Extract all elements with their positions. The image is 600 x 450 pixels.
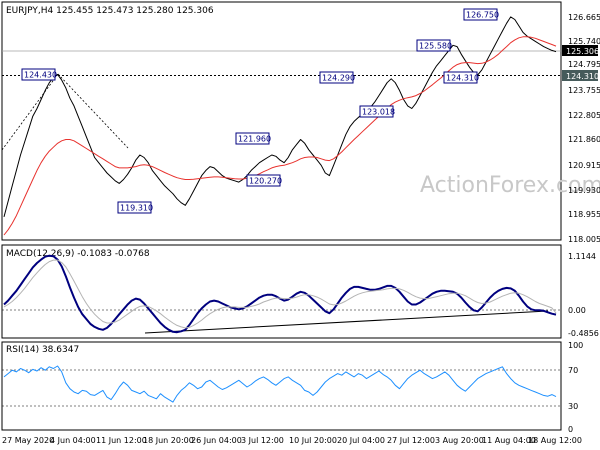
ma-line <box>3 36 557 236</box>
annotation-label: 121.960 <box>238 135 271 144</box>
annotation-box <box>443 71 478 84</box>
price-annotations: 124.430 119.310 121.960 120.270 124.290 … <box>21 8 499 214</box>
support-level-label: 124.310 <box>566 72 599 81</box>
rsi-tick-label: 70 <box>568 366 578 375</box>
trendline-down <box>57 73 129 149</box>
annotation-label: 126.750 <box>466 11 499 20</box>
x-tick-label: 11 Aug 04:00 <box>482 436 536 445</box>
rsi-tick-label: 30 <box>568 402 578 411</box>
price-tick-label: 122.805 <box>568 111 600 120</box>
macd-y-axis: 1.1144 0.00 -0.4856 <box>568 252 599 338</box>
annotation-label: 124.310 <box>446 74 479 83</box>
annotation-box <box>416 39 451 52</box>
price-tick-label: 125.740 <box>568 37 600 46</box>
annotation-box <box>359 105 394 118</box>
annotation-box <box>21 68 56 81</box>
annotation-label: 123.018 <box>362 108 395 117</box>
macd-series-layer <box>3 254 557 334</box>
price-line <box>3 16 557 218</box>
macd-trendline <box>144 310 549 334</box>
x-tick-label: 27 Jul 12:00 <box>387 436 435 445</box>
annotation-box <box>235 132 270 145</box>
x-tick-label: 18 Jun 20:00 <box>143 436 194 445</box>
annotation-box <box>246 174 281 187</box>
x-tick-label: 27 May 2020 <box>2 436 54 445</box>
rsi-y-axis: 100 70 30 0 <box>568 341 583 434</box>
x-tick-label: 26 Jun 04:00 <box>191 436 242 445</box>
annotation-label: 120.270 <box>249 177 282 186</box>
price-tick-label: 119.930 <box>568 186 600 195</box>
annotation-box <box>319 71 354 84</box>
price-tick-label: 118.955 <box>568 210 600 219</box>
x-tick-label: 4 Jun 04:00 <box>50 436 96 445</box>
price-tick-label: 124.795 <box>568 60 600 69</box>
rsi-title: RSI(14) 38.6347 <box>6 345 79 355</box>
x-tick-label: 18 Aug 12:00 <box>528 436 582 445</box>
price-chart-title: EURJPY,H4 125.455 125.473 125.280 125.30… <box>6 6 214 16</box>
macd-tick-label: -0.4856 <box>568 329 599 338</box>
x-axis: 27 May 2020 4 Jun 04:00 11 Jun 12:00 18 … <box>2 436 582 445</box>
macd-tick-label: 1.1144 <box>568 252 596 261</box>
price-tick-label: 121.860 <box>568 135 600 144</box>
annotation-label: 124.290 <box>322 74 355 83</box>
macd-title: MACD(12,26,9) -0.1083 -0.0768 <box>6 249 150 259</box>
x-tick-label: 3 Aug 20:00 <box>435 436 484 445</box>
support-level-box <box>562 70 598 81</box>
macd-tick-label: 0.00 <box>568 306 586 315</box>
price-tick-label: 120.915 <box>568 161 600 170</box>
annotation-box <box>463 8 498 21</box>
price-panel-frame <box>1 1 562 241</box>
price-tick-label: 123.755 <box>568 86 600 95</box>
rsi-panel-frame <box>1 341 562 431</box>
rsi-series-layer <box>3 365 557 403</box>
rsi-line <box>3 365 557 403</box>
x-tick-label: 20 Jul 04:00 <box>337 436 385 445</box>
rsi-tick-label: 0 <box>568 425 573 434</box>
annotation-label: 124.430 <box>24 71 57 80</box>
annotation-label: 119.310 <box>120 204 153 213</box>
annotation-label: 125.580 <box>419 42 452 51</box>
current-price-label: 125.306 <box>566 47 599 56</box>
watermark: ActionForex.com <box>420 173 600 198</box>
macd-panel-frame <box>1 244 562 339</box>
x-tick-label: 10 Jul 20:00 <box>289 436 337 445</box>
price-tick-label: 118.005 <box>568 235 600 244</box>
signal-line <box>3 259 557 329</box>
x-tick-label: 11 Jun 12:00 <box>96 436 147 445</box>
annotation-box <box>117 201 152 214</box>
x-tick-label: 3 Jul 12:00 <box>241 436 284 445</box>
current-price-box <box>562 45 598 56</box>
rsi-tick-label: 100 <box>568 341 583 350</box>
price-series-layer <box>3 16 557 236</box>
price-tick-label: 126.665 <box>568 13 600 22</box>
price-y-axis: 126.665 125.740 124.795 123.755 122.805 … <box>568 13 600 244</box>
